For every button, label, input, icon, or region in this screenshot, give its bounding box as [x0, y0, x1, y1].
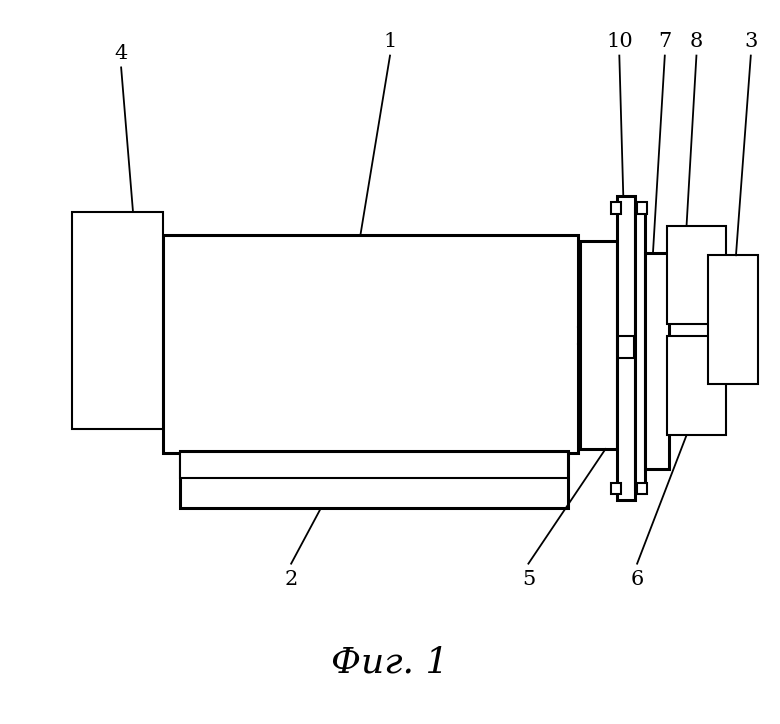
Bar [637, 202, 647, 214]
Text: 3: 3 [744, 33, 757, 51]
Bar [619, 337, 634, 358]
Bar [635, 208, 645, 489]
Text: 7: 7 [658, 33, 672, 51]
Bar [580, 241, 617, 449]
Text: 8: 8 [690, 33, 703, 51]
Bar [612, 483, 622, 494]
Bar [667, 337, 726, 435]
Bar [708, 256, 757, 384]
Text: 10: 10 [606, 33, 633, 51]
Text: 6: 6 [630, 570, 643, 589]
Bar [180, 451, 568, 508]
Text: 1: 1 [383, 33, 397, 51]
Bar [163, 235, 578, 453]
Text: Фиг. 1: Фиг. 1 [332, 646, 448, 680]
Text: 5: 5 [522, 570, 535, 589]
Text: 2: 2 [285, 570, 298, 589]
Bar [72, 211, 163, 429]
Bar [637, 483, 647, 494]
Bar [617, 196, 635, 500]
Bar [180, 452, 568, 479]
Text: 4: 4 [115, 44, 128, 63]
Bar [612, 202, 622, 214]
Bar [645, 253, 668, 468]
Bar [667, 226, 726, 324]
